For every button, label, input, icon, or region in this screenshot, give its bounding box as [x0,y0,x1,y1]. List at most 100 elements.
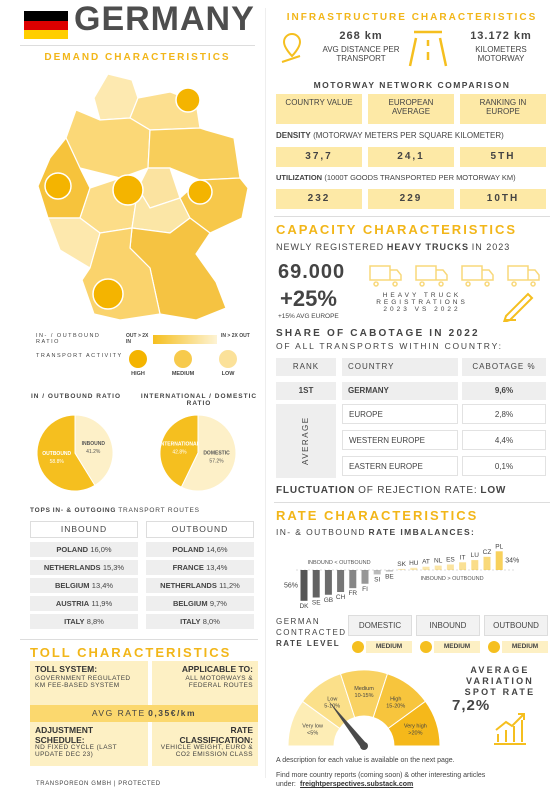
gauge-segment-range: 15-20% [386,703,405,709]
legend-icon [219,350,237,368]
route-row: NETHERLANDS 15,3% [30,560,138,575]
metric-value: 37,7 [276,147,362,167]
average-block [276,404,336,478]
route-share: 13,4% [206,563,228,572]
cabotage-title: SHARE OF CABOTAGE IN 2022 [276,328,480,339]
bar-category: SI [374,576,380,583]
avg-rate-label: AVG RATE [91,708,146,718]
legend-label: IN- / OUTBOUND RATIO [36,333,101,345]
gauge-hub [360,742,368,750]
share-cell: 0,1% [462,456,546,476]
bar-category: PL [495,543,503,550]
routes-title-part: IN- & OUTGOING [52,507,117,514]
toll-text: VEHICLE WEIGHT, EURO & CO2 EMISSION CLAS… [160,744,253,758]
footer: TRANSPOREON GMBH | PROTECTED [36,781,161,787]
comparison-header: COUNTRY VALUE [276,94,362,124]
route-country: ITALY [180,617,201,626]
route-share: 8,0% [202,617,220,626]
spot-title: AVERAGE [470,665,530,675]
germany-map [37,73,249,321]
comparison-header: EUROPEAN AVERAGE [368,94,454,124]
legend-level: HIGH [131,371,145,377]
pin-icon [281,32,302,63]
legend-label: TRANSPORT ACTIVITY [36,353,123,359]
bar [459,562,467,570]
toll-text: GOVERNMENT REGULATED KM FEE-BASED SYSTEM [35,675,131,689]
bar-value-label: 34% [505,558,519,565]
growth-icon-path [494,713,526,745]
metric-name: UTILIZATION (1000T GOODS TRANSPORTED PER … [276,173,552,182]
gauge-segment-name: High [390,696,401,702]
bar [324,570,332,595]
bar-category: SK [397,561,406,568]
bar-category: DK [299,603,309,610]
stat-label: AVG DISTANCE PER TRANSPORT [322,45,400,63]
gauge-segment-name: Very high [404,723,427,729]
metric-value: 5TH [460,147,546,167]
activity-icon [112,174,144,206]
infra-icons [281,30,448,67]
route-row: POLAND 14,6% [146,542,254,557]
rate-level-header: INBOUND [416,615,480,636]
bar-category: SE [312,600,321,607]
pie-slice [74,414,114,487]
route-country: FRANCE [172,563,204,572]
spot-rate-gauge: Very low<5%Low5-10%Medium10-15%High15-20… [287,669,441,750]
bar-category: IT [460,554,466,561]
route-share: 8,8% [86,617,104,626]
stat-label: KILOMETERS MOTORWAY [475,45,527,63]
legend-label: IN > 2X OUT [221,333,250,339]
metric-name-part: (1000T GOODS TRANSPORTED PER MOTORWAY KM… [324,173,516,182]
country-cell: EASTERN EUROPE [342,456,458,476]
capacity-subtitle-part: HEAVY TRUCKS [386,242,470,252]
stat-value: 268 km [339,30,383,42]
europe-growth: +15% AVG EUROPE [278,313,339,320]
route-row: FRANCE 13,4% [146,560,254,575]
avg-rate-value: 0,35€/km [148,708,197,718]
pie-charts: OUTBOUND 58.8% INBOUND 41.2% INTERNATIONAL 42… [36,414,237,492]
bar [373,570,381,575]
rate-level-value: MEDIUM [366,641,412,653]
activity-icon [175,87,201,113]
comparison-header: RANKING IN EUROPE [460,94,546,124]
share-cell: 4,4% [462,430,546,450]
pie-value: 57.2% [209,458,224,464]
table-header: CABOTAGE % [462,358,546,376]
legend-icon [174,350,192,368]
road-icon [408,30,448,67]
bar-category: GB [324,597,333,604]
rule [20,45,255,46]
bar [361,570,369,584]
capacity-subtitle: NEWLY REGISTERED HEAVY TRUCKS IN 2023 [276,242,510,252]
rate-level-value: MEDIUM [434,641,480,653]
gauge-segment-range: >20% [408,730,422,736]
pie-value: 41.2% [86,449,101,455]
growth-icon [494,713,526,745]
gauge-segment-range: 10-15% [355,693,374,699]
pen-icon [502,292,534,322]
route-country: ITALY [64,617,85,626]
flag-gold [24,30,68,39]
gauge-needle [328,700,367,749]
article-link[interactable]: freightperspectives.substack.com [300,781,414,788]
metric-name-part: DENSITY [276,131,311,140]
bar-category: LU [471,552,480,559]
toll-box [152,722,258,766]
rate-level-title: CONTRACTED [276,628,347,637]
growth: +25% [280,286,337,311]
bar [446,564,454,570]
page-title: GERMANY [74,0,255,38]
bar [471,560,479,570]
truck-icon [369,265,402,287]
gauge-segment-name: Low [327,696,337,702]
spot-title: SPOT RATE [464,687,536,697]
pie-label: OUTBOUND [42,451,71,457]
bar-category: FR [348,590,357,597]
bar [337,570,345,592]
bar-category: CZ [483,549,492,556]
route-header: INBOUND [30,521,138,538]
rate-level-icon [420,641,432,653]
pie-label: INBOUND [82,441,106,447]
truck-icon [461,265,494,287]
